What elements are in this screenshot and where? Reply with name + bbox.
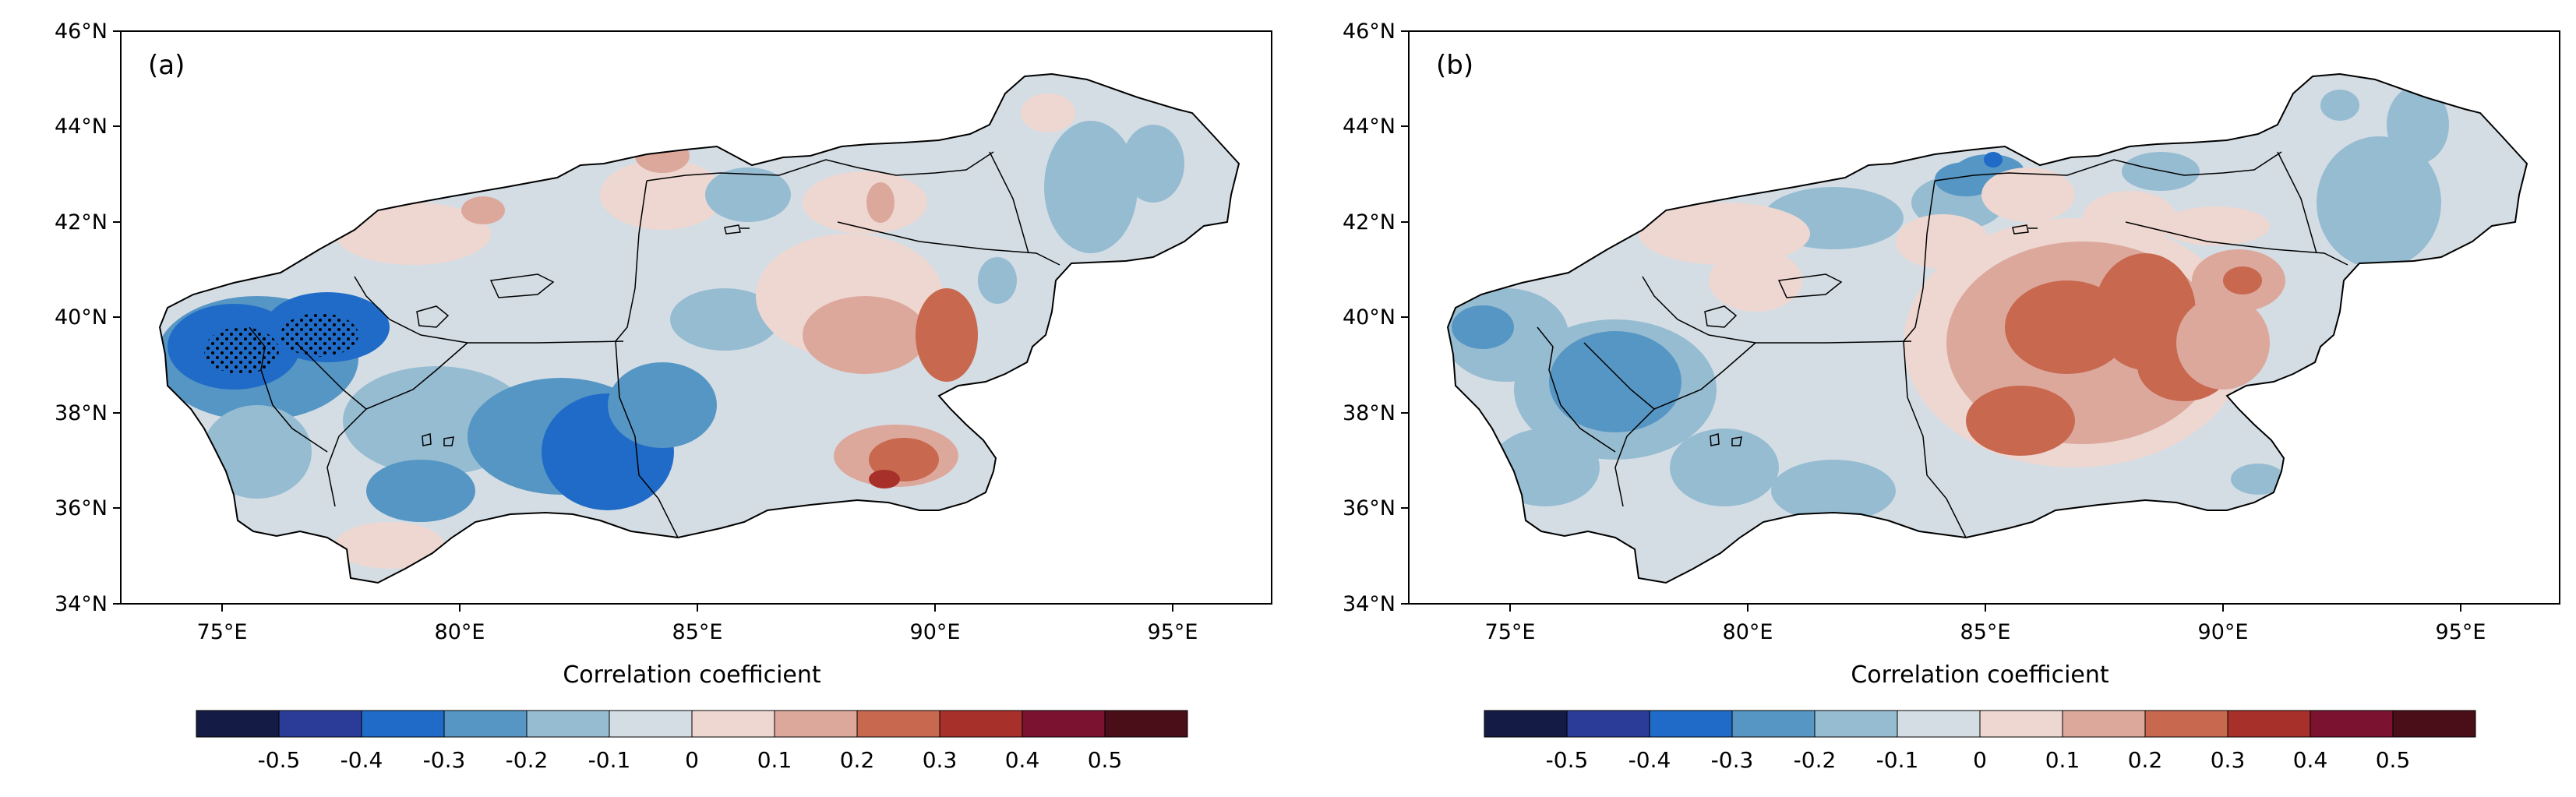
colorbar-segment [1814, 710, 1898, 738]
colorbar-tick-label: -0.4 [341, 747, 383, 773]
map-panel-a: (a) 46°N 44°N 42°N 40°N 38°N 36°N 34°N 7… [0, 0, 1288, 794]
colorbar-tick-label: 0.4 [1005, 747, 1040, 773]
colorbar-segment [1566, 710, 1650, 738]
lon-tick-label: 85°E [672, 620, 723, 644]
colorbar-tick-labels: -0.5 -0.4 -0.3 -0.2 -0.1 0 0.1 0.2 0.3 0… [1546, 747, 2411, 773]
colorbar-segment [443, 710, 528, 738]
colorbar-segment [1104, 710, 1188, 738]
colorbar-segment [1897, 710, 1981, 738]
colorbar-segment [1022, 710, 1106, 738]
panel-label: (a) [148, 50, 185, 81]
colorbar-tick-label: 0 [685, 747, 699, 773]
lon-tick-label: 90°E [910, 620, 961, 644]
colorbar-segment [939, 710, 1023, 738]
colorbar-segment [856, 710, 940, 738]
colorbar-segment [2310, 710, 2394, 738]
colorbar-tick-label: 0.3 [923, 747, 958, 773]
map-b-svg: (b) 46°N 44°N 42°N 40°N 38°N 36°N 34°N 7… [1343, 19, 2560, 773]
lon-tick-label: 95°E [1148, 620, 1198, 644]
lat-tick-label: 44°N [1343, 115, 1396, 139]
lat-tick-label: 40°N [55, 305, 108, 330]
colorbar-tick-label: -0.4 [1629, 747, 1671, 773]
colorbar-title: Correlation coefficient [1851, 661, 2109, 689]
colorbar-tick-label: -0.5 [258, 747, 301, 773]
lake-outlines [1704, 224, 2038, 446]
colorbar-tick-label: 0.3 [2211, 747, 2246, 773]
colorbar-tick-label: -0.2 [506, 747, 549, 773]
colorbar-segment [691, 710, 775, 738]
internal-boundaries [249, 151, 1060, 538]
colorbar-segment [2392, 710, 2476, 738]
lon-ticks [221, 604, 1173, 612]
colorbar-segment [1979, 710, 2063, 738]
colorbar-tick-labels: -0.5 -0.4 -0.3 -0.2 -0.1 0 0.1 0.2 0.3 0… [258, 747, 1123, 773]
correlation-field [1448, 74, 2527, 583]
panel-label: (b) [1436, 50, 1473, 81]
colorbar-tick-label: -0.1 [1876, 747, 1919, 773]
lat-tick-labels: 46°N 44°N 42°N 40°N 38°N 36°N 34°N [55, 19, 108, 616]
lat-tick-label: 40°N [1343, 305, 1396, 330]
lat-tick-label: 44°N [55, 115, 108, 139]
lat-ticks [1401, 30, 1409, 605]
lon-tick-label: 85°E [1960, 620, 2011, 644]
map-panel-b: (b) 46°N 44°N 42°N 40°N 38°N 36°N 34°N 7… [1288, 0, 2576, 794]
lake-outlines [416, 224, 750, 446]
colorbar-tick-label: 0.5 [1088, 747, 1123, 773]
colorbar-tick-label: -0.5 [1546, 747, 1589, 773]
lon-tick-labels: 75°E 80°E 85°E 90°E 95°E [197, 620, 1198, 644]
colorbar-tick-label: 0.1 [757, 747, 792, 773]
lat-tick-labels: 46°N 44°N 42°N 40°N 38°N 36°N 34°N [1343, 19, 1396, 616]
colorbar-tick-label: 0.2 [2128, 747, 2163, 773]
region-boundary [1446, 72, 2528, 584]
lat-tick-label: 38°N [55, 401, 108, 425]
colorbar-segment [2062, 710, 2146, 738]
lon-tick-label: 90°E [2198, 620, 2249, 644]
lat-tick-label: 46°N [1343, 19, 1396, 44]
colorbar-segment [2144, 710, 2228, 738]
colorbar-segment [1731, 710, 1816, 738]
colorbar-tick-label: 0.1 [2045, 747, 2080, 773]
lat-tick-label: 46°N [55, 19, 108, 44]
colorbar-tick-label: 0 [1973, 747, 1987, 773]
lat-tick-label: 36°N [55, 496, 108, 520]
colorbar-segment [1649, 710, 1733, 738]
lat-tick-label: 36°N [1343, 496, 1396, 520]
lat-tick-label: 42°N [1343, 210, 1396, 235]
lat-tick-label: 42°N [55, 210, 108, 235]
correlation-field [160, 74, 1239, 583]
colorbar [1484, 710, 2476, 738]
colorbar-title: Correlation coefficient [563, 661, 821, 689]
lon-tick-label: 75°E [1485, 620, 1536, 644]
colorbar-segment [609, 710, 693, 738]
map-a-svg: (a) 46°N 44°N 42°N 40°N 38°N 36°N 34°N 7… [55, 19, 1272, 773]
lon-tick-label: 75°E [197, 620, 248, 644]
internal-boundaries [1537, 151, 2348, 538]
colorbar-segment [774, 710, 858, 738]
colorbar-segment [278, 710, 362, 738]
lat-tick-label: 34°N [1343, 592, 1396, 616]
colorbar-tick-label: -0.2 [1794, 747, 1837, 773]
colorbar-tick-label: 0.2 [840, 747, 875, 773]
lat-ticks [113, 30, 121, 605]
colorbar-segment [526, 710, 610, 738]
lat-tick-label: 34°N [55, 592, 108, 616]
colorbar-segment [1484, 710, 1568, 738]
region-boundary [158, 72, 1240, 584]
colorbar-segment [196, 710, 280, 738]
colorbar [196, 710, 1188, 738]
colorbar-tick-label: 0.4 [2293, 747, 2328, 773]
colorbar-tick-label: -0.1 [588, 747, 631, 773]
lon-ticks [1509, 604, 2461, 612]
lon-tick-label: 80°E [1723, 620, 1773, 644]
colorbar-segment [2227, 710, 2311, 738]
colorbar-tick-label: 0.5 [2376, 747, 2411, 773]
lon-tick-label: 95°E [2436, 620, 2486, 644]
lon-tick-label: 80°E [435, 620, 485, 644]
lon-tick-labels: 75°E 80°E 85°E 90°E 95°E [1485, 620, 2486, 644]
colorbar-segment [361, 710, 445, 738]
colorbar-tick-label: -0.3 [423, 747, 466, 773]
lat-tick-label: 38°N [1343, 401, 1396, 425]
colorbar-tick-label: -0.3 [1711, 747, 1754, 773]
